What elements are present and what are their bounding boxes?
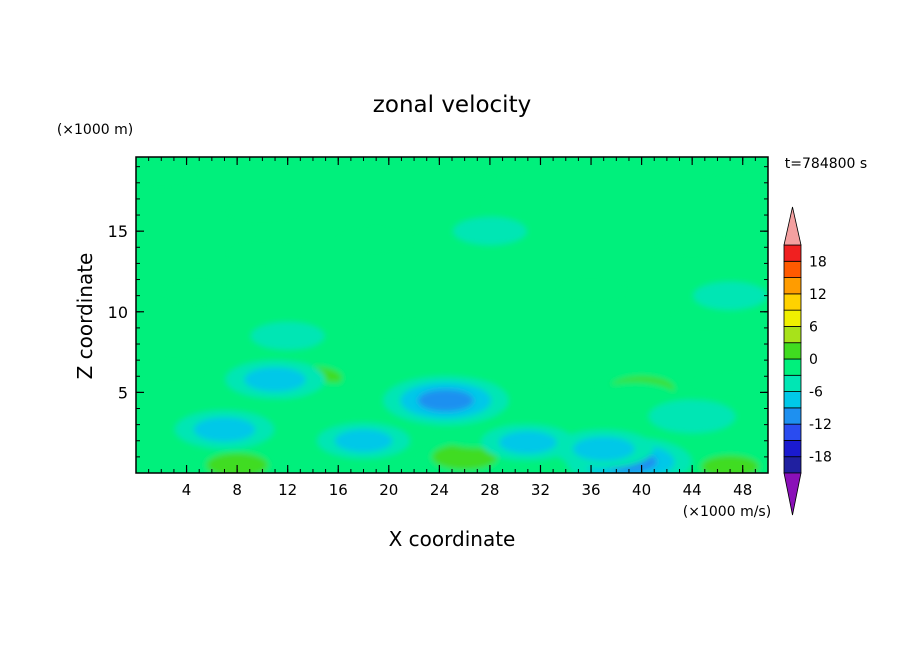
colorbar-tick-label: -18 bbox=[809, 450, 832, 466]
x-tick-label: 12 bbox=[278, 481, 297, 499]
colorbar: 18 12 6 0 -6 -12 -18 bbox=[783, 206, 832, 516]
contour-cell-9-0 bbox=[222, 238, 303, 270]
colorbar-band bbox=[783, 293, 802, 311]
contour-cell-15-1 bbox=[499, 431, 557, 454]
x-tick-label: 20 bbox=[379, 481, 398, 499]
x-tick-label: 44 bbox=[683, 481, 702, 499]
x-tick-label: 40 bbox=[632, 481, 651, 499]
x-tick-label: 16 bbox=[329, 481, 348, 499]
contour-cell-8-0 bbox=[332, 222, 420, 257]
colorbar-tick-label: -12 bbox=[809, 417, 832, 433]
contour-cell-22-0 bbox=[158, 276, 240, 309]
contour-cell-33-0 bbox=[452, 216, 528, 246]
y-axis-label: Z coordinate bbox=[73, 253, 97, 380]
colorbar-band bbox=[783, 374, 802, 392]
contour-cell-32-0 bbox=[692, 281, 768, 310]
contour-cell-16-1 bbox=[334, 429, 393, 452]
y-tick-label: 10 bbox=[108, 303, 128, 322]
colorbar-tick-label: 12 bbox=[809, 287, 827, 303]
x-tick-label: 28 bbox=[480, 481, 499, 499]
contour-cell-34-0 bbox=[250, 321, 325, 351]
colorbar-band bbox=[783, 391, 802, 409]
x-tick-label: 8 bbox=[232, 481, 242, 499]
colorbar-tick-label: 6 bbox=[809, 319, 818, 335]
contour-cell-12-2 bbox=[417, 389, 474, 412]
colorbar-band bbox=[783, 440, 802, 458]
contour-cell-19-0 bbox=[648, 399, 736, 434]
colorbar-band bbox=[783, 456, 802, 474]
contour-cell-30-0 bbox=[689, 368, 768, 400]
colorbar-tick-label: 0 bbox=[809, 352, 818, 368]
colorbar-tick-label: 18 bbox=[809, 254, 827, 270]
x-tick-label: 24 bbox=[430, 481, 449, 499]
colorbar-band bbox=[783, 309, 802, 327]
y-axis-unit: (×1000 m) bbox=[57, 122, 133, 138]
colorbar-band bbox=[783, 277, 802, 295]
contour-cell-24-0 bbox=[348, 312, 430, 344]
y-tick-label: 5 bbox=[118, 383, 128, 402]
colorbar-band bbox=[783, 260, 802, 278]
x-axis-unit: (×1000 m/s) bbox=[683, 504, 771, 520]
x-tick-label: 48 bbox=[733, 481, 752, 499]
colorbar-band bbox=[783, 358, 802, 376]
plot-area bbox=[136, 157, 768, 473]
contour-cell-31-0 bbox=[136, 354, 215, 386]
contour-cell-26-0 bbox=[651, 228, 733, 260]
colorbar-band bbox=[783, 423, 802, 441]
colorbar-over-arrow bbox=[783, 206, 802, 246]
colorbar-band bbox=[783, 342, 802, 360]
contour-cell-27-0 bbox=[136, 159, 202, 191]
contour-cell-7-1 bbox=[701, 455, 759, 473]
contour-cell-18-1 bbox=[244, 367, 306, 392]
x-tick-label: 36 bbox=[581, 481, 600, 499]
contour-cell-17-1 bbox=[193, 417, 256, 442]
contour-cell-20-0 bbox=[222, 196, 303, 228]
contour-features bbox=[136, 157, 768, 473]
x-tick-label: 4 bbox=[182, 481, 192, 499]
contour-cell-25-0 bbox=[664, 304, 746, 336]
x-tick-label: 32 bbox=[531, 481, 550, 499]
colorbar-tick-label: -6 bbox=[809, 385, 823, 401]
colorbar-under-arrow bbox=[783, 472, 802, 516]
x-axis-ticks: 4 8 12 16 20 24 28 32 36 40 44 48 bbox=[148, 157, 756, 499]
contour-cell-28-0 bbox=[702, 167, 768, 199]
contour-cell-4-1 bbox=[431, 444, 498, 470]
contour-cell-29-0 bbox=[449, 157, 531, 180]
colorbar-band bbox=[783, 244, 802, 262]
contour-cell-14-1 bbox=[572, 436, 635, 461]
chart-title: zonal velocity bbox=[373, 92, 531, 118]
colorbar-band bbox=[783, 407, 802, 425]
time-label: t=784800 s bbox=[785, 156, 867, 172]
contour-cell-21-0 bbox=[474, 186, 556, 218]
x-axis-label: X coordinate bbox=[389, 527, 516, 551]
contour-cell-6-1 bbox=[206, 452, 268, 473]
y-tick-label: 15 bbox=[108, 222, 128, 241]
y-axis-ticks: 5 10 15 bbox=[108, 166, 768, 458]
contour-cell-23-0 bbox=[550, 273, 632, 305]
colorbar-band bbox=[783, 326, 802, 344]
